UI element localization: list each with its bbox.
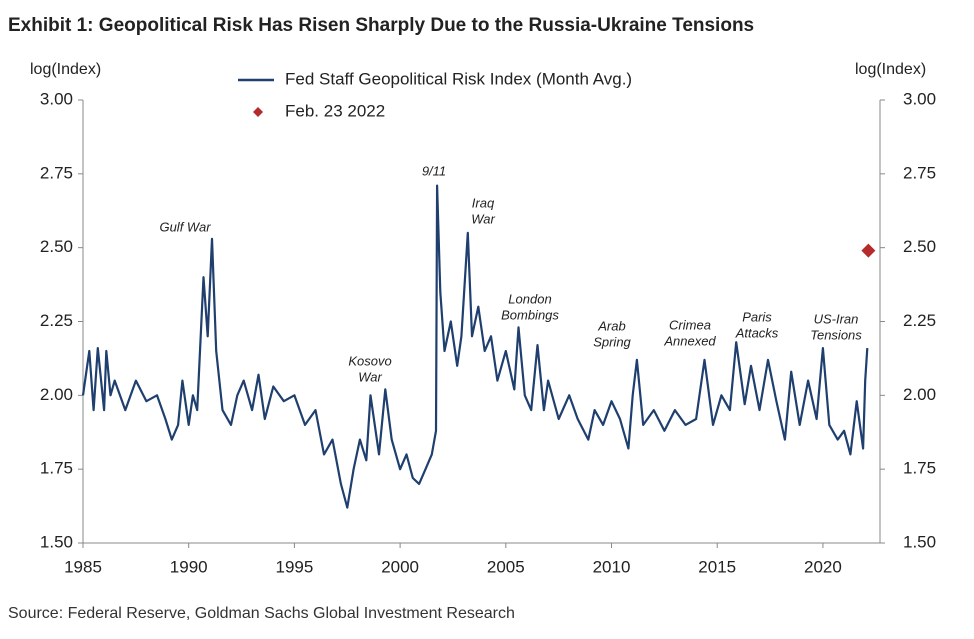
annotation: Iraq [472, 195, 495, 210]
legend-label: Feb. 23 2022 [285, 101, 385, 120]
y2-tick-label: 3.00 [903, 89, 936, 108]
annotation: War [471, 211, 495, 226]
annotation: 9/11 [422, 163, 446, 178]
x-tick-label: 2000 [381, 557, 419, 576]
x-tick-label: 1985 [64, 557, 102, 576]
y-tick-label: 2.00 [40, 385, 73, 404]
x-tick-label: 2015 [698, 557, 736, 576]
annotation: Tensions [810, 327, 862, 342]
legend-swatch [253, 107, 263, 117]
y2-tick-label: 2.25 [903, 311, 936, 330]
y2-axis-label: log(Index) [855, 61, 926, 78]
y2-tick-label: 2.50 [903, 237, 936, 256]
annotation: Kosovo [348, 353, 391, 368]
y2-tick-label: 2.75 [903, 163, 936, 182]
y-tick-label: 1.75 [40, 459, 73, 478]
annotation: London [508, 291, 551, 306]
source: Source: Federal Reserve, Goldman Sachs G… [8, 605, 515, 622]
annotation: Spring [593, 334, 631, 349]
y-tick-label: 2.75 [40, 163, 73, 182]
annotation: War [358, 369, 382, 384]
annotation: Annexed [663, 333, 716, 348]
y2-tick-label: 1.75 [903, 459, 936, 478]
y-tick-label: 2.50 [40, 237, 73, 256]
x-tick-label: 2020 [804, 557, 842, 576]
annotation: Bombings [501, 307, 559, 322]
legend-label: Fed Staff Geopolitical Risk Index (Month… [285, 69, 632, 88]
x-tick-label: 1990 [170, 557, 208, 576]
annotation: Paris [742, 309, 772, 324]
data-point [861, 243, 876, 258]
y-tick-label: 1.50 [40, 532, 73, 551]
y-axis-label: log(Index) [30, 61, 101, 78]
y-tick-label: 2.25 [40, 311, 73, 330]
y-tick-label: 3.00 [40, 89, 73, 108]
annotation: Gulf War [159, 219, 211, 234]
data-line [81, 184, 869, 509]
x-tick-label: 1995 [275, 557, 313, 576]
y2-tick-label: 2.00 [903, 385, 936, 404]
annotation: Attacks [735, 325, 779, 340]
annotation: Crimea [669, 317, 711, 332]
x-tick-label: 2005 [487, 557, 525, 576]
annotation: Arab [597, 318, 625, 333]
y2-tick-label: 1.50 [903, 532, 936, 551]
x-tick-label: 2010 [593, 557, 631, 576]
chart-title: Exhibit 1: Geopolitical Risk Has Risen S… [8, 15, 754, 36]
annotation: US-Iran [814, 311, 859, 326]
